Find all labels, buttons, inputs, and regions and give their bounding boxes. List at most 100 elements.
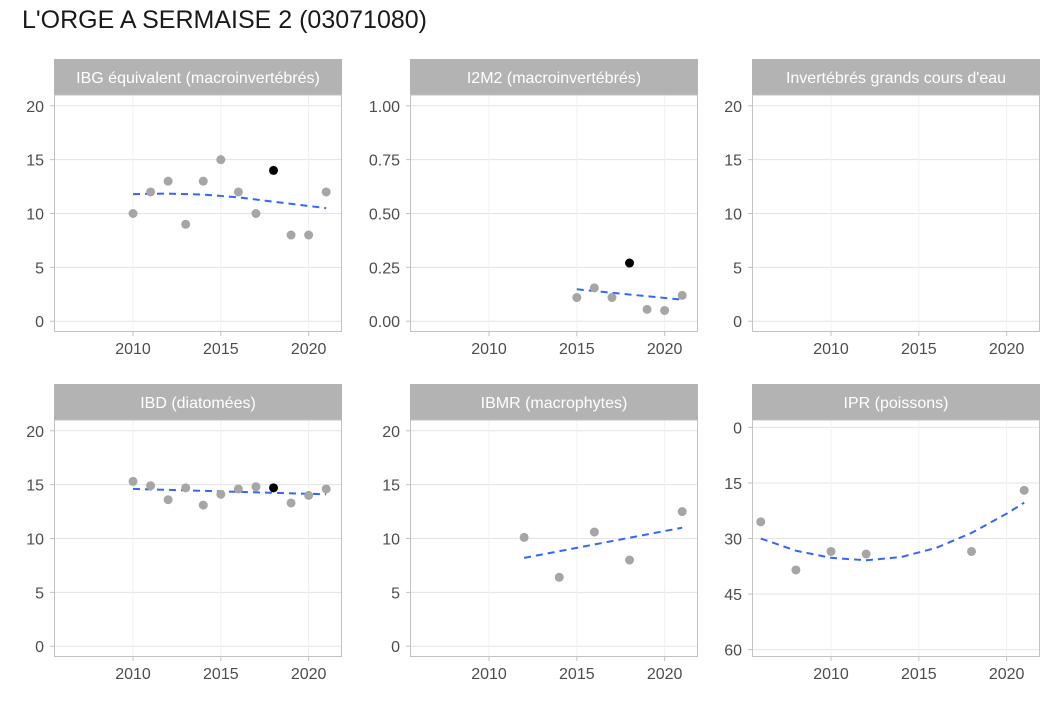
y-tick-label: 45 bbox=[724, 587, 742, 604]
y-tick-label: 10 bbox=[26, 532, 44, 549]
y-tick-label: 5 bbox=[35, 585, 44, 602]
y-tick-label: 20 bbox=[382, 424, 400, 441]
data-point bbox=[286, 498, 296, 508]
x-tick-label: 2015 bbox=[559, 666, 595, 683]
data-point bbox=[251, 209, 261, 218]
data-point bbox=[181, 483, 191, 493]
y-tick-label: 20 bbox=[724, 99, 742, 116]
y-tick-label: 15 bbox=[382, 478, 400, 495]
data-point bbox=[677, 290, 687, 300]
data-point bbox=[572, 293, 582, 303]
facet-panel-5: IBMR (macrophytes) 0 5 10 15 20 2010 2015 2020 bbox=[382, 384, 698, 683]
x-tick-label: 2015 bbox=[203, 341, 239, 358]
data-point bbox=[216, 489, 226, 499]
data-point bbox=[554, 572, 564, 582]
y-tick-label: 10 bbox=[382, 532, 400, 549]
facet-title: IBG équivalent (macroinvertébrés) bbox=[76, 70, 320, 87]
data-point bbox=[304, 230, 314, 240]
data-point bbox=[589, 283, 599, 293]
panel-border bbox=[752, 419, 1040, 657]
y-tick-label: 15 bbox=[26, 478, 44, 495]
panel-border bbox=[752, 94, 1040, 332]
x-tick-label: 2010 bbox=[813, 341, 849, 358]
data-point bbox=[625, 555, 635, 565]
data-point bbox=[677, 507, 687, 517]
data-point bbox=[198, 500, 208, 510]
x-tick-label: 2015 bbox=[901, 341, 937, 358]
x-tick-label: 2010 bbox=[471, 666, 507, 683]
data-point bbox=[861, 549, 871, 559]
y-tick-label: 5 bbox=[733, 260, 742, 277]
x-tick-label: 2010 bbox=[115, 666, 151, 683]
data-point bbox=[826, 546, 836, 556]
data-point bbox=[642, 304, 652, 314]
facet-panel-6: IPR (poissons) 0 15 30 45 60 2010 2015 2020 bbox=[724, 384, 1040, 683]
data-point bbox=[216, 155, 226, 165]
y-tick-label: 60 bbox=[724, 643, 742, 660]
data-point bbox=[660, 305, 670, 315]
data-point bbox=[607, 293, 617, 303]
data-point bbox=[146, 187, 156, 197]
y-tick-label: 15 bbox=[724, 153, 742, 170]
x-tick-label: 2020 bbox=[989, 666, 1025, 683]
panel-border bbox=[410, 94, 698, 332]
facet-panel-4: IBD (diatomées) 0 5 10 15 20 2010 2015 2020 bbox=[26, 384, 342, 683]
data-point bbox=[304, 490, 314, 500]
facet-strip bbox=[752, 384, 1040, 420]
data-point bbox=[589, 527, 599, 537]
facet-title: IBD (diatomées) bbox=[140, 395, 256, 412]
y-tick-label: 15 bbox=[26, 153, 44, 170]
data-point bbox=[233, 484, 243, 494]
data-point bbox=[967, 546, 977, 556]
highlighted-data-point bbox=[269, 165, 279, 175]
y-tick-label: 0 bbox=[733, 420, 742, 437]
y-tick-label: 5 bbox=[35, 260, 44, 277]
y-tick-label: 0 bbox=[35, 314, 44, 331]
x-tick-label: 2015 bbox=[559, 341, 595, 358]
data-point bbox=[181, 219, 191, 229]
y-tick-label: 0 bbox=[391, 639, 400, 656]
y-tick-label: 20 bbox=[26, 99, 44, 116]
y-tick-label: 5 bbox=[391, 585, 400, 602]
data-point bbox=[163, 176, 173, 186]
facet-title: IBMR (macrophytes) bbox=[481, 395, 628, 412]
data-point bbox=[321, 484, 331, 494]
page-title: L'ORGE A SERMAISE 2 (03071080) bbox=[22, 6, 427, 34]
x-tick-label: 2010 bbox=[471, 341, 507, 358]
facet-title: IPR (poissons) bbox=[844, 395, 949, 412]
y-tick-label: 10 bbox=[724, 207, 742, 224]
data-point bbox=[321, 187, 331, 197]
y-tick-label: 10 bbox=[26, 207, 44, 224]
facet-panel-3: Invertébrés grands cours d'eau0510152020… bbox=[724, 59, 1040, 358]
y-tick-label: 0.25 bbox=[369, 260, 400, 277]
trend-line bbox=[132, 487, 327, 496]
x-tick-label: 2010 bbox=[813, 666, 849, 683]
data-point bbox=[791, 565, 801, 575]
y-tick-label: 0.50 bbox=[369, 207, 400, 224]
data-point bbox=[163, 495, 173, 505]
x-tick-label: 2020 bbox=[989, 341, 1025, 358]
facet-strip bbox=[54, 59, 342, 95]
panel-border bbox=[54, 94, 342, 332]
trend-line bbox=[760, 501, 1025, 562]
x-tick-label: 2015 bbox=[901, 666, 937, 683]
y-tick-label: 15 bbox=[724, 476, 742, 493]
y-tick-label: 30 bbox=[724, 532, 742, 549]
data-point bbox=[198, 176, 208, 186]
data-point bbox=[756, 517, 766, 527]
y-tick-label: 1.00 bbox=[369, 99, 400, 116]
data-point bbox=[251, 482, 261, 492]
data-point bbox=[286, 230, 296, 240]
facet-strip bbox=[410, 59, 698, 95]
x-tick-label: 2020 bbox=[291, 341, 327, 358]
highlighted-data-point bbox=[625, 258, 635, 268]
highlighted-data-point bbox=[269, 483, 279, 493]
facet-title: I2M2 (macroinvertébrés) bbox=[467, 70, 641, 87]
y-tick-label: 0.00 bbox=[369, 314, 400, 331]
y-tick-label: 0.75 bbox=[369, 153, 400, 170]
x-tick-label: 2020 bbox=[647, 666, 683, 683]
x-tick-label: 2010 bbox=[115, 341, 151, 358]
facet-strip bbox=[54, 384, 342, 420]
panel-border bbox=[54, 419, 342, 657]
